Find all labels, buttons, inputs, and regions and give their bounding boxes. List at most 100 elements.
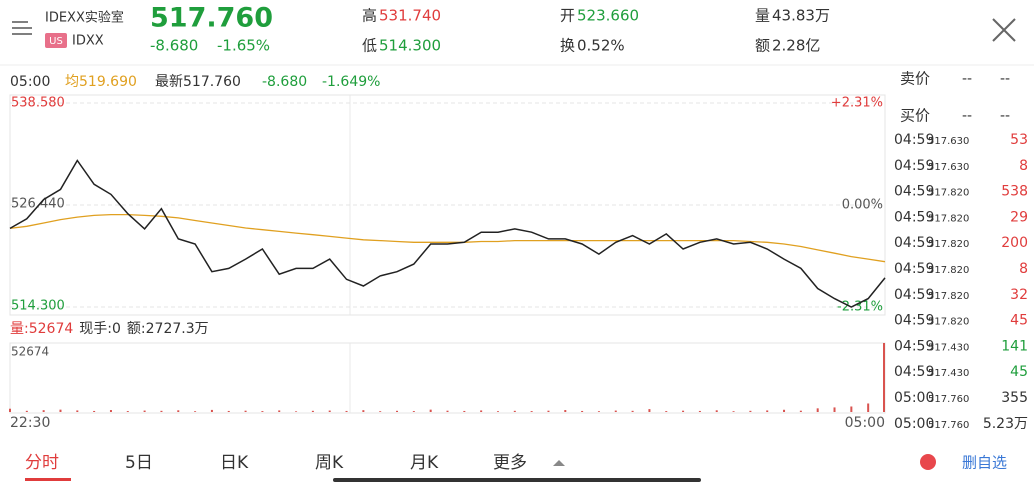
trade-time: 05:00	[894, 390, 934, 406]
volume-bar	[261, 411, 264, 412]
trade-time: 04:59	[894, 338, 934, 354]
trade-size: 45	[1010, 313, 1028, 329]
trade-price: 517.430	[928, 368, 969, 379]
stock-name: IDEXX实验室	[45, 10, 124, 26]
tabs: 分时 5日 日K 周K 月K 更多	[25, 453, 527, 481]
amt-value: 2727.3万	[146, 321, 209, 337]
hand-label: 现手:	[79, 321, 112, 337]
trade-price: 517.820	[928, 239, 969, 250]
volume-bar	[9, 408, 11, 412]
more-arrow[interactable]	[553, 460, 565, 466]
volume-bar	[160, 410, 163, 412]
y-tick-label: 514.300	[11, 299, 65, 314]
tab[interactable]: 分时	[25, 453, 59, 473]
menu-icon[interactable]	[12, 21, 32, 35]
volume-bar	[614, 410, 617, 412]
volume-bar	[412, 411, 415, 412]
volume-bar	[816, 408, 819, 412]
change: -8.680	[150, 37, 198, 55]
watch-dot	[920, 454, 936, 470]
volume-bar	[547, 410, 550, 412]
y2-tick-label: 0.00%	[842, 198, 883, 213]
volume-bar	[783, 409, 786, 412]
trade-size: 45	[1010, 364, 1028, 380]
y2-tick-label: -2.31%	[837, 300, 883, 315]
volume-bar	[749, 410, 752, 412]
amt-label: 额:	[127, 321, 146, 337]
volume-bar	[126, 411, 129, 412]
volume-bar	[715, 410, 718, 412]
y-tick-label: 526.440	[11, 197, 65, 212]
volume-bar	[665, 411, 668, 412]
trade-size: 5.23万	[983, 416, 1028, 432]
tab[interactable]: 月K	[410, 453, 439, 473]
series-line	[9, 213, 886, 263]
turnover-label: 换	[560, 37, 575, 55]
volume-bar	[76, 410, 79, 412]
info-change-pct: -1.649%	[322, 74, 380, 90]
volume: 43.83万	[772, 7, 830, 25]
close-button[interactable]	[992, 18, 1016, 42]
volume-label: 量	[755, 7, 770, 25]
trade-time: 04:59	[894, 132, 934, 148]
volume-bar	[530, 411, 533, 412]
volume-bar	[109, 410, 112, 412]
volume-bar	[682, 410, 685, 412]
y-tick-label: 538.580	[11, 96, 65, 111]
trade-price: 517.630	[928, 136, 969, 147]
low-label: 低	[362, 37, 377, 55]
volume-bar	[732, 411, 735, 412]
volume-frame	[9, 342, 886, 414]
volume-bar	[143, 410, 146, 412]
info-change: -8.680	[262, 74, 307, 90]
tab[interactable]: 周K	[315, 453, 344, 473]
tab[interactable]: 5日	[125, 453, 153, 473]
change-pct: -1.65%	[217, 37, 270, 55]
tab[interactable]: 更多	[493, 453, 527, 473]
remove-watchlist[interactable]: 删自选	[962, 454, 1007, 472]
trade-time: 04:59	[894, 158, 934, 174]
home-indicator	[333, 478, 701, 482]
volume-bar	[345, 410, 348, 412]
open-label: 开	[560, 7, 575, 25]
trade-size: 355	[1001, 390, 1028, 406]
open: 523.660	[577, 7, 639, 25]
trade-size: 538	[1001, 184, 1028, 200]
volume-bar	[194, 411, 197, 412]
volume-bar	[850, 406, 853, 412]
series-line	[9, 159, 886, 308]
hand-value: 0	[112, 321, 121, 337]
x-tick-label: 05:00	[845, 415, 885, 431]
volume-bar	[463, 410, 466, 412]
symbol: IDXX	[72, 34, 104, 49]
volume-bar	[513, 410, 516, 412]
trade-price: 517.820	[928, 317, 969, 328]
volume-info: 量:52674 现手:0 额:2727.3万	[10, 321, 209, 337]
volume-bar	[867, 403, 870, 412]
tab-underline	[25, 478, 71, 481]
trade-time: 04:59	[894, 209, 934, 225]
bid-price: --	[962, 108, 972, 124]
volume-bar	[698, 410, 701, 412]
volume-bar	[564, 410, 567, 412]
info-avg-value: 519.690	[79, 74, 137, 90]
tab[interactable]: 日K	[220, 453, 249, 473]
volume-bar	[496, 411, 499, 412]
volume-bar	[799, 410, 802, 412]
high: 531.740	[379, 7, 441, 25]
volume-bar	[446, 410, 449, 412]
trade-price: 517.820	[928, 188, 969, 199]
volume-bar	[429, 409, 432, 412]
trade-size: 141	[1001, 338, 1028, 354]
volume-bar	[631, 410, 634, 412]
volume-bar	[396, 410, 399, 412]
amount: 2.28亿	[772, 37, 820, 55]
x-tick-label: 22:30	[10, 415, 50, 431]
info-latest-value: 517.760	[183, 74, 241, 90]
trade-time: 05:00	[894, 416, 934, 432]
amount-label: 额	[755, 37, 770, 55]
info-latest-label: 最新	[155, 74, 183, 90]
turnover: 0.52%	[577, 37, 625, 55]
